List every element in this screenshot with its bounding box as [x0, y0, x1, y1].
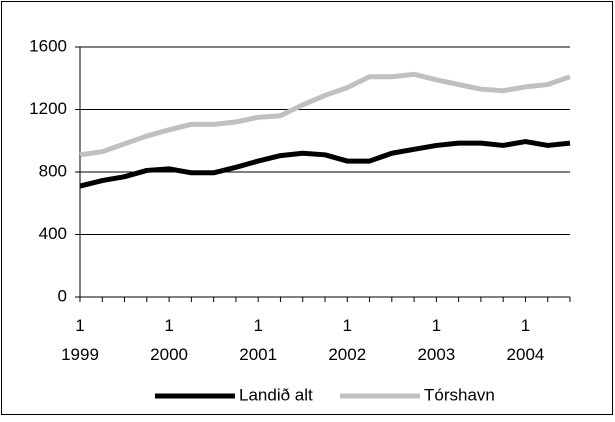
x-tick-label: 1 2001 [239, 316, 277, 364]
y-tick-label: 1200 [29, 99, 67, 118]
y-tick-label: 800 [39, 161, 67, 180]
legend-label: Landið alt [239, 385, 313, 404]
series-line [79, 139, 571, 189]
legend-label: Tórshavn [424, 385, 495, 404]
x-tick-label: 1 1999 [61, 316, 99, 364]
y-tick-label: 0 [58, 286, 67, 305]
x-tick-label: 1 2003 [417, 316, 455, 364]
x-tick-label: 1 2004 [507, 316, 545, 364]
series-line [79, 71, 571, 158]
y-tick-label: 400 [39, 224, 67, 243]
x-tick-label: 1 2000 [150, 316, 188, 364]
x-tick-label: 1 2002 [328, 316, 366, 364]
y-tick-label: 1600 [29, 36, 67, 55]
chart-frame [1, 1, 613, 415]
